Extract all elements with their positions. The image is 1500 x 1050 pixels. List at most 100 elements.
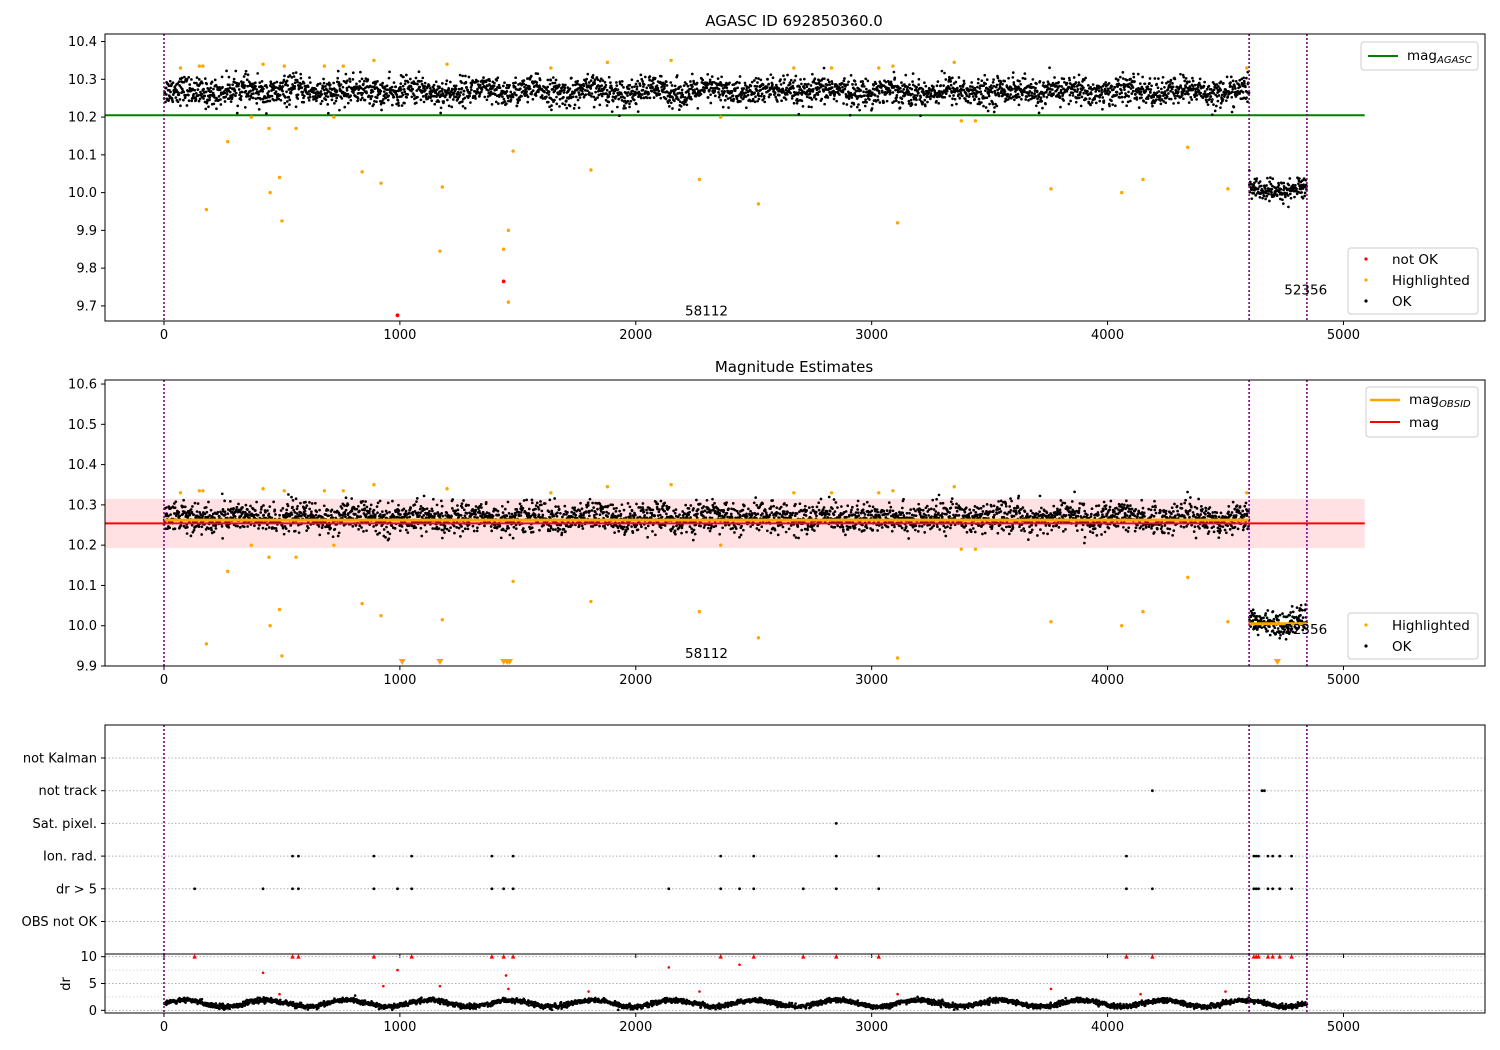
ok-point <box>1112 88 1115 91</box>
ok-point <box>803 86 806 90</box>
ok-point <box>1161 75 1165 79</box>
ok-point <box>515 508 519 511</box>
highlighted-point <box>1049 187 1053 191</box>
ok-point <box>603 80 607 84</box>
ok-point <box>392 81 396 85</box>
highlighted-point <box>267 126 271 131</box>
ok-point <box>534 507 537 511</box>
ok-point <box>274 513 277 516</box>
ok-point <box>588 93 591 97</box>
ok-point <box>460 502 464 505</box>
ok-point <box>995 104 999 108</box>
ok-point <box>252 92 255 95</box>
ok-point <box>402 507 406 511</box>
ok-point <box>562 91 566 94</box>
ok-point <box>318 82 322 85</box>
ok-point <box>279 98 283 102</box>
ok-point <box>405 516 409 520</box>
ok-point <box>1151 104 1154 108</box>
ok-point <box>638 84 642 88</box>
ok-point <box>176 82 180 86</box>
ok-point <box>221 536 224 540</box>
ok-point <box>626 99 630 103</box>
ok-point <box>418 507 422 511</box>
ok-point <box>183 505 187 509</box>
ok-point <box>1135 98 1139 101</box>
ok-point <box>717 87 721 91</box>
ok-point <box>984 82 988 86</box>
ok-point <box>1195 97 1198 101</box>
ok-point <box>805 95 809 99</box>
ok-point <box>917 83 921 86</box>
ok-point <box>848 113 852 117</box>
ok-point <box>505 514 509 518</box>
ok-point <box>325 91 329 95</box>
ok-point <box>300 86 304 90</box>
ok-point <box>272 500 275 504</box>
ok-point <box>296 504 299 508</box>
ok-point <box>563 83 567 87</box>
ok-point <box>1271 177 1275 181</box>
ok-point <box>501 511 505 514</box>
ok-point <box>991 90 994 94</box>
ok-point <box>738 75 742 78</box>
ok-point <box>969 101 972 105</box>
ok-point <box>195 510 199 513</box>
ok-point <box>244 503 248 507</box>
ok-point <box>827 80 831 84</box>
ok-point <box>425 507 429 511</box>
ok-point <box>710 75 714 78</box>
panel1-legend-highlighted: Highlighted <box>1392 273 1470 289</box>
ok-point <box>373 99 376 103</box>
ok-point <box>1088 97 1092 101</box>
ok-point <box>590 92 594 95</box>
ok-point <box>509 90 513 94</box>
ok-point <box>199 90 202 94</box>
ok-point <box>415 497 419 500</box>
ok-point <box>185 104 189 107</box>
ok-point <box>635 85 639 89</box>
ok-point <box>577 106 581 110</box>
ok-point <box>348 80 352 83</box>
ok-point <box>1091 83 1095 86</box>
ok-point <box>340 96 344 100</box>
ok-point <box>1173 96 1177 100</box>
ok-point <box>541 97 545 100</box>
ok-point <box>1127 95 1131 98</box>
ok-point <box>921 88 925 91</box>
ok-point <box>554 528 557 531</box>
ok-point <box>1060 85 1064 88</box>
ok-point <box>224 95 228 99</box>
ok-point <box>1173 77 1177 81</box>
ok-point <box>1154 98 1158 102</box>
ok-point <box>546 78 550 82</box>
ok-point <box>171 100 175 104</box>
ok-point <box>223 510 227 514</box>
ok-point <box>192 528 196 532</box>
ok-point <box>193 81 196 85</box>
ok-point <box>980 92 983 96</box>
ok-point <box>209 90 213 93</box>
ok-point <box>874 82 878 86</box>
ok-point <box>242 525 246 529</box>
ok-point <box>284 82 288 86</box>
ok-point <box>600 94 604 98</box>
ok-point <box>284 527 288 530</box>
ok-point <box>334 99 338 103</box>
ok-point <box>364 515 368 519</box>
highlighted-point <box>895 221 900 225</box>
ok-point <box>1176 90 1180 94</box>
ok-point <box>1011 76 1015 79</box>
ok-point <box>1272 194 1276 197</box>
ok-point <box>425 92 428 96</box>
ok-point <box>461 104 465 108</box>
ok-point <box>1287 205 1290 209</box>
ok-point <box>422 100 426 104</box>
ok-point <box>294 105 298 109</box>
ok-point <box>539 500 542 503</box>
ok-point <box>835 99 839 103</box>
ok-point <box>523 530 527 533</box>
ok-point <box>599 92 603 96</box>
ok-point <box>407 511 411 515</box>
ok-point <box>559 511 562 515</box>
